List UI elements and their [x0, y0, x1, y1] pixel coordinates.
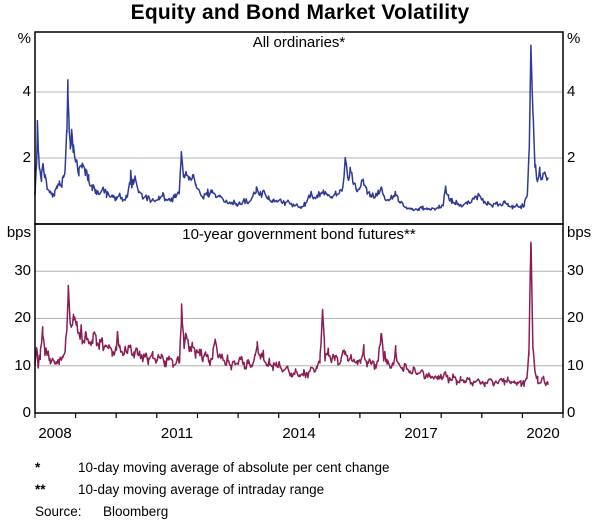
- x-tick-2014: 2014: [282, 425, 316, 442]
- panel-frame: [34, 223, 564, 414]
- y-tick-left-30: 30: [14, 262, 31, 279]
- x-tick-2020: 2020: [526, 425, 560, 442]
- y-tick-right-10: 10: [567, 357, 584, 374]
- y-tick-right-30: 30: [567, 262, 584, 279]
- panel-1-caption: All ordinaries*: [252, 34, 346, 51]
- x-tick-2008: 2008: [38, 425, 72, 442]
- source-label: Source:: [35, 504, 82, 519]
- chart-title: Equity and Bond Market Volatility: [130, 1, 470, 24]
- source-value: Bloomberg: [103, 504, 169, 519]
- y-tick-right-0: 0: [567, 404, 576, 421]
- y-tick-left-4: 4: [22, 83, 31, 100]
- y-tick-left-2: 2: [22, 149, 31, 166]
- y-tick-right-20: 20: [567, 309, 584, 326]
- y-axis-unit-left-panel1: %: [17, 30, 31, 47]
- panel-2-caption: 10-year government bond futures**: [182, 226, 416, 243]
- y-axis-unit-right-panel1: %: [567, 30, 581, 47]
- y-axis-unit-left-panel2: bps: [6, 224, 31, 241]
- footnote-text-1: 10-day moving average of absolute per ce…: [78, 460, 390, 475]
- footnote-marker-1: *: [35, 460, 41, 475]
- y-tick-left-20: 20: [14, 309, 31, 326]
- x-tick-2011: 2011: [160, 425, 194, 442]
- footnote-text-2: 10-day moving average of intraday range: [78, 482, 325, 497]
- y-tick-left-10: 10: [14, 357, 31, 374]
- y-axis-unit-right-panel2: bps: [567, 224, 592, 241]
- panel-frame: [34, 31, 564, 225]
- equity-volatility-line: [34, 44, 549, 212]
- x-tick-2017: 2017: [404, 425, 438, 442]
- bond-volatility-line: [34, 241, 549, 388]
- y-tick-right-2: 2: [567, 149, 576, 166]
- y-tick-left-0: 0: [22, 404, 31, 421]
- y-tick-right-4: 4: [567, 83, 576, 100]
- footnote-marker-2: **: [35, 482, 46, 497]
